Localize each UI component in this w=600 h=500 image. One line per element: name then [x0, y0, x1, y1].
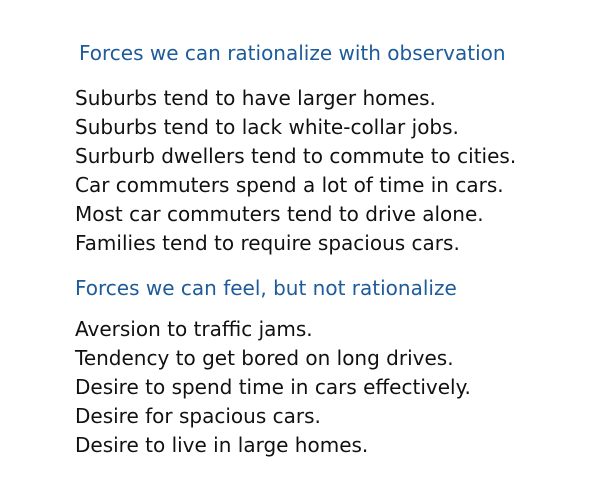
list-item: Desire to spend time in cars effectively…	[75, 375, 471, 399]
list-item: Car commuters spend a lot of time in car…	[75, 173, 504, 197]
list-item: Desire to live in large homes.	[75, 433, 369, 457]
section-heading-observation: Forces we can rationalize with observati…	[79, 41, 506, 65]
list-item: Suburbs tend to lack white-collar jobs.	[75, 115, 459, 139]
list-item: Families tend to require spacious cars.	[75, 231, 460, 255]
observation-forces-list: Suburbs tend to have larger homes. Subur…	[75, 84, 516, 258]
list-item: Tendency to get bored on long drives.	[75, 346, 454, 370]
list-item: Suburbs tend to have larger homes.	[75, 86, 436, 110]
feel-forces-list: Aversion to traffic jams. Tendency to ge…	[75, 315, 471, 460]
section-heading-feel: Forces we can feel, but not rationalize	[75, 276, 457, 300]
list-item: Aversion to traffic jams.	[75, 317, 313, 341]
list-item: Surburb dwellers tend to commute to citi…	[75, 144, 517, 168]
list-item: Most car commuters tend to drive alone.	[75, 202, 484, 226]
list-item: Desire for spacious cars.	[75, 404, 321, 428]
